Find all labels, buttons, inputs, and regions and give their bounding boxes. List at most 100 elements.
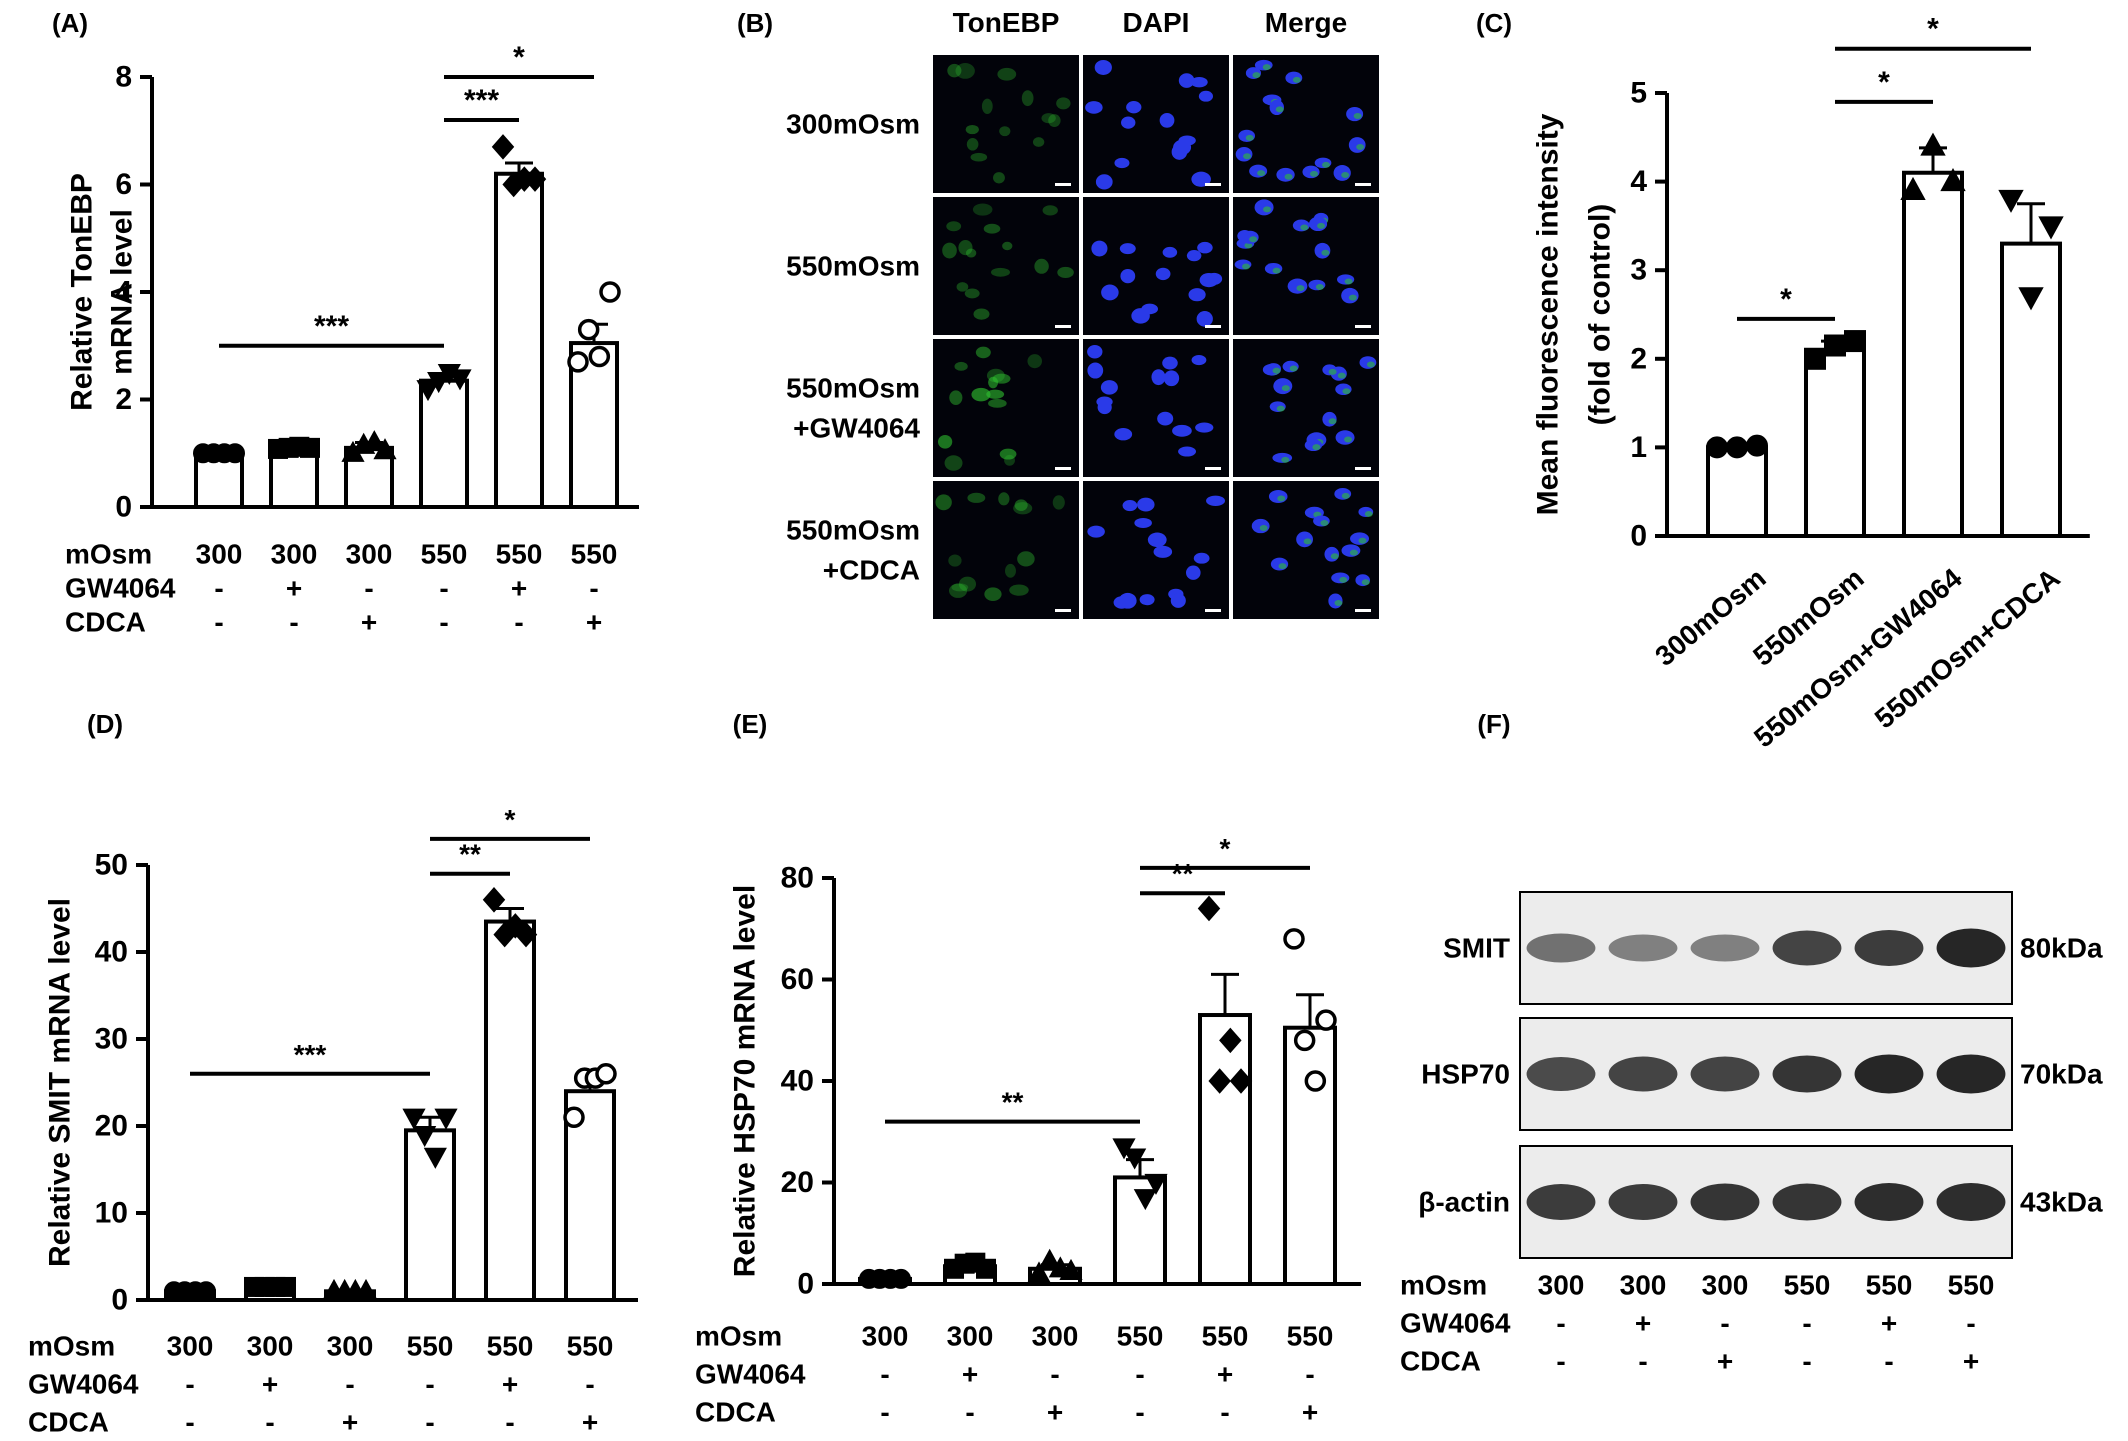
- green-signal-6: [1021, 90, 1034, 107]
- blot-row-1-value-1: +: [1635, 1308, 1651, 1339]
- row-gw4064-value-3: -: [1135, 1359, 1144, 1390]
- green-signal-11: [1005, 563, 1016, 578]
- green-signal-8: [967, 492, 986, 503]
- green-signal-11: [965, 248, 977, 258]
- merge-signal-6: [1252, 72, 1261, 79]
- y-tick-label-5: 50: [95, 849, 128, 882]
- nucleus-6: [1206, 272, 1223, 285]
- row-gw4064-value-5: -: [585, 1369, 594, 1400]
- nucleus-7: [1087, 362, 1104, 379]
- data-point-5-0: [563, 1106, 585, 1129]
- scale-bar-1-1: [1205, 325, 1221, 328]
- blot-row-2-value-2: +: [1717, 1346, 1733, 1377]
- significance-label-1: *: [1878, 66, 1890, 99]
- nucleus-4: [1114, 428, 1133, 441]
- blot-row-label-1: GW4064: [1400, 1308, 1511, 1339]
- nucleus-13: [1091, 240, 1108, 257]
- nucleus-11: [1170, 593, 1186, 608]
- row-mosm-value-0: 300: [862, 1321, 909, 1352]
- merge-nucleus-7: [1335, 430, 1355, 445]
- bar-2: [1902, 170, 1964, 539]
- scale-bar-0-1: [1205, 183, 1221, 186]
- blot-row-1-value-2: -: [1720, 1308, 1729, 1339]
- green-signal-5: [983, 223, 1001, 234]
- band-2-4: [1854, 1183, 1924, 1221]
- merge-signal-13: [1322, 161, 1331, 168]
- merge-signal-8: [1334, 599, 1343, 606]
- nucleus-8: [1087, 345, 1103, 359]
- data-point-4-2: [1219, 1027, 1242, 1054]
- merge-nucleus-2: [1341, 544, 1361, 557]
- merge-signal-4: [1281, 385, 1290, 392]
- row-cdca-value-0: -: [214, 607, 223, 638]
- significance-label-0: ***: [294, 1039, 327, 1070]
- scale-bar-3-0: [1055, 609, 1071, 612]
- nucleus-11: [1172, 424, 1192, 437]
- significance-label-2: *: [505, 804, 516, 835]
- data-point-3-1: [427, 372, 451, 394]
- green-signal-2: [942, 242, 957, 259]
- data-point-1-3: [300, 437, 320, 458]
- nucleus-1: [1186, 249, 1202, 262]
- nucleus-12: [1087, 525, 1105, 538]
- data-point-3-0: [1998, 189, 2024, 213]
- nucleus-3: [1119, 243, 1136, 255]
- row-label-gw4064: GW4064: [28, 1369, 139, 1400]
- band-1-2: [1690, 1056, 1760, 1092]
- data-point-2-2: [362, 430, 386, 452]
- row-label-3-0: 550mOsm: [786, 515, 920, 546]
- row-mosm-value-3: 550: [1117, 1321, 1164, 1352]
- bar-5: [1283, 1025, 1337, 1287]
- merge-nucleus-6: [1287, 278, 1308, 294]
- merge-signal-3: [1281, 456, 1290, 463]
- nucleus-10: [1097, 400, 1112, 415]
- data-point-3-3: [448, 369, 472, 391]
- green-signal-0: [948, 554, 962, 567]
- blot-row-0-value-4: 550: [1866, 1270, 1913, 1301]
- merge-signal-4: [1284, 173, 1293, 180]
- band-0-2: [1690, 934, 1760, 962]
- row-cdca-value-2: +: [1047, 1397, 1063, 1428]
- row-cdca-value-2: +: [342, 1407, 358, 1438]
- merge-nucleus-0: [1251, 518, 1270, 534]
- merge-signal-13: [1277, 495, 1286, 502]
- merge-signal-8: [1310, 170, 1319, 177]
- blot-row-0-value-1: 300: [1620, 1270, 1667, 1301]
- row-mosm-value-1: 300: [271, 539, 318, 570]
- data-point-2-2: [1940, 168, 1966, 192]
- scale-bar-2-2: [1355, 467, 1371, 470]
- merge-signal-11: [1317, 222, 1326, 229]
- blot-row-1-value-4: +: [1881, 1308, 1897, 1339]
- data-point-5-3: [1315, 1009, 1337, 1031]
- nucleus-0: [1196, 311, 1213, 327]
- micrograph-0-0: [933, 55, 1079, 193]
- blot-beta-actin: [1519, 1145, 2013, 1259]
- merge-nucleus-4: [1276, 167, 1295, 182]
- y-tick-label-4: 4: [1630, 165, 1647, 198]
- y-axis-label-1: mRNA level: [106, 209, 139, 375]
- row-mosm-value-0: 300: [196, 539, 243, 570]
- data-point-3-0: [416, 380, 440, 402]
- row-label-1-0: 550mOsm: [786, 251, 920, 282]
- row-gw4064-value-4: +: [502, 1369, 518, 1400]
- nucleus-0: [1178, 73, 1195, 88]
- significance-label-0: *: [1780, 283, 1792, 316]
- green-signal-8: [988, 376, 999, 389]
- row-label-gw4064: GW4064: [65, 573, 176, 604]
- green-signal-3: [999, 448, 1017, 460]
- green-signal-5: [993, 172, 1005, 184]
- micrograph-0-1: [1083, 55, 1229, 193]
- data-point-3-0: [402, 1108, 426, 1130]
- blot-row-2-value-4: -: [1884, 1346, 1893, 1377]
- blot-size-1: 70kDa: [2020, 1059, 2103, 1090]
- band-0-3: [1772, 930, 1842, 966]
- merge-signal-11: [1272, 367, 1281, 374]
- nucleus-5: [1206, 495, 1226, 506]
- merge-signal-6: [1320, 520, 1329, 527]
- y-axis-label-1: (fold of control): [1584, 204, 1617, 426]
- nucleus-8: [1147, 532, 1167, 548]
- nucleus-13: [1100, 380, 1118, 395]
- nucleus-9: [1162, 356, 1178, 370]
- row-gw4064-value-5: -: [589, 573, 598, 604]
- band-0-4: [1854, 930, 1924, 966]
